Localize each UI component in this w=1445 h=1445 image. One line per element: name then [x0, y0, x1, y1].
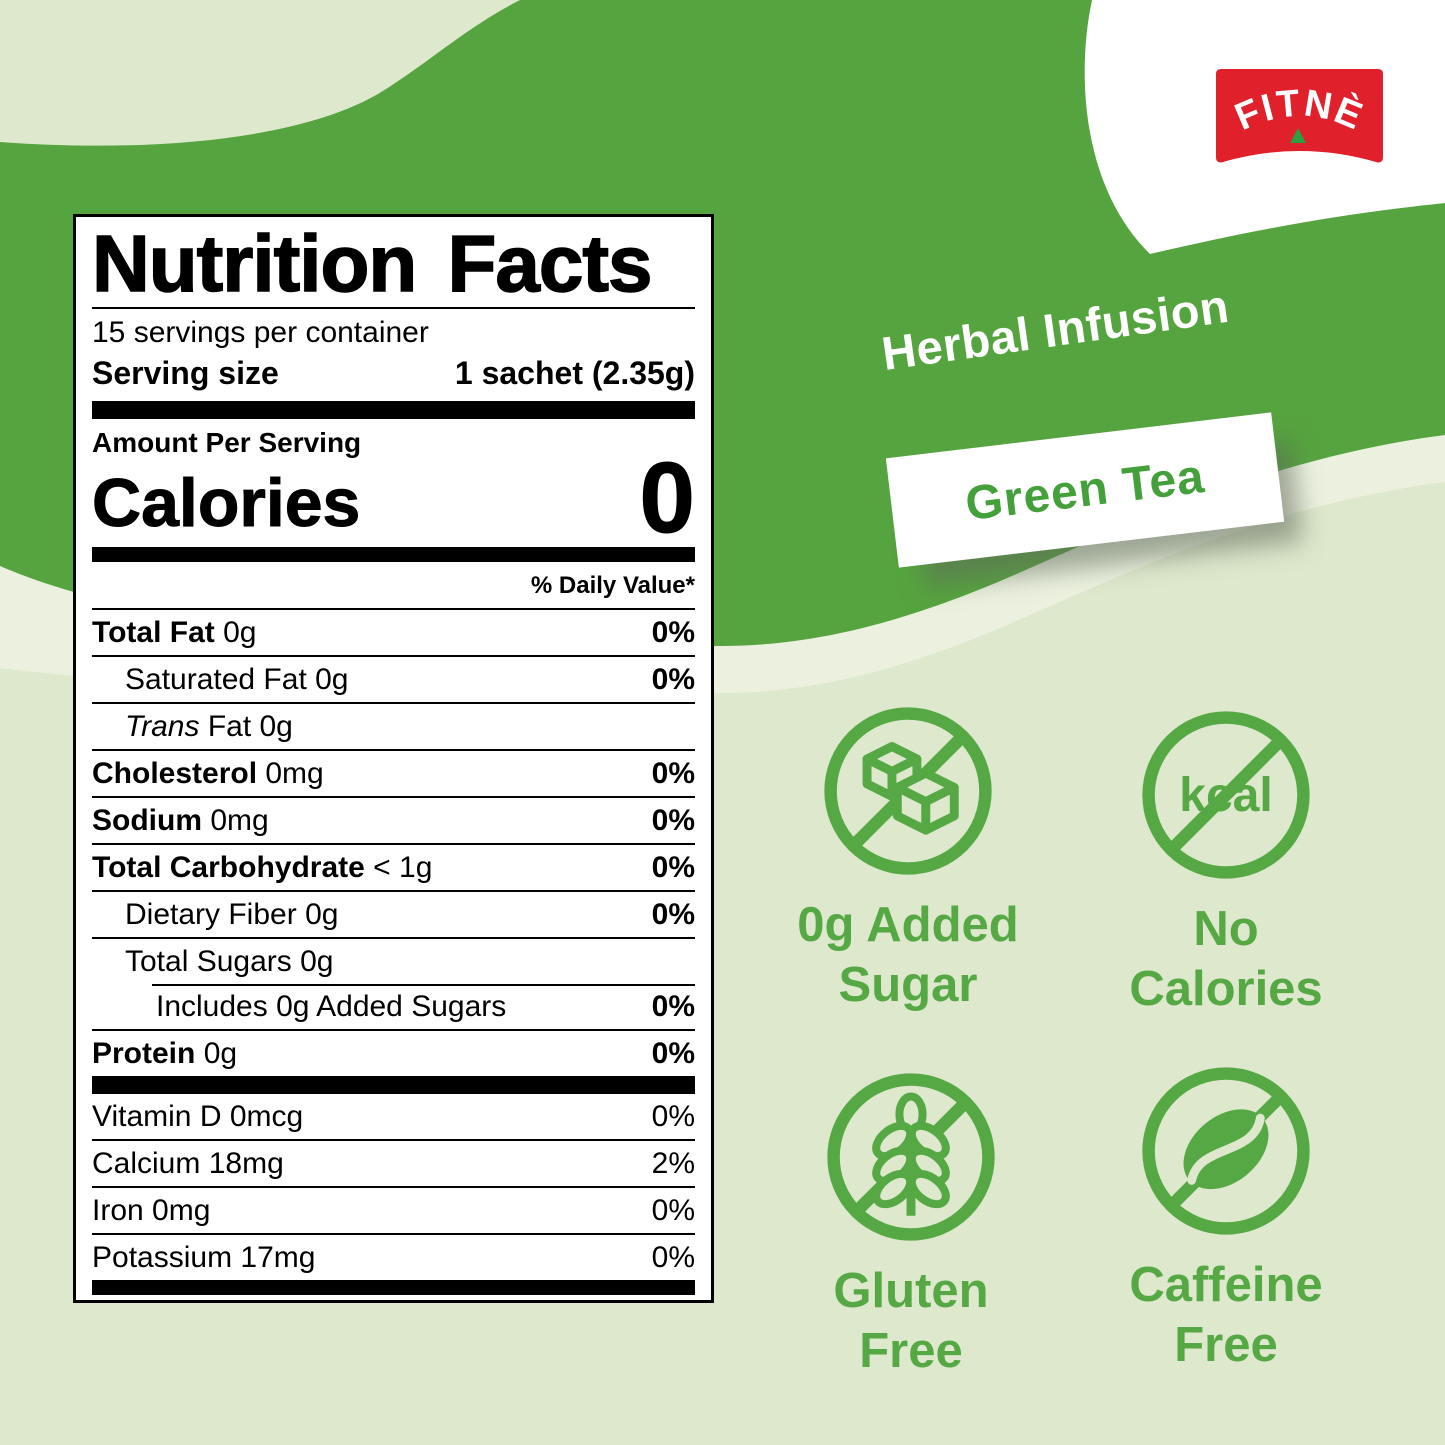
- coffee-bean-crossed-icon: [1142, 1067, 1310, 1235]
- calories-label: Calories: [91, 465, 361, 542]
- nutrient-row-total-fat: Total Fat 0g 0%: [92, 610, 695, 658]
- nutrient-amount: 0g: [203, 1037, 238, 1071]
- pale-corner-blob: [0, 0, 520, 146]
- nutrient-name: Saturated Fat: [125, 663, 307, 697]
- nutrient-dv: 0%: [651, 1037, 695, 1071]
- nutrient-dv: 0%: [651, 851, 695, 885]
- nutrient-amount: 0g: [305, 898, 339, 932]
- nutrient-amount: 18mg: [208, 1147, 284, 1181]
- nutrient-amount: 0mg: [152, 1194, 211, 1228]
- nutrient-dv: 0%: [651, 663, 695, 697]
- nutrient-name: Protein: [92, 1037, 196, 1071]
- nutrient-name: Potassium: [92, 1241, 233, 1275]
- nutrient-row-total-sugars: Total Sugars 0g: [92, 939, 695, 984]
- nutrient-amount: 0g: [223, 616, 257, 650]
- nutrient-dv: 0%: [651, 990, 695, 1024]
- logo-triangle-icon: [1290, 128, 1306, 143]
- daily-value-footnote: *The % Daily Value (DV) tells you how mu…: [92, 1295, 695, 1300]
- nutrient-amount: Fat 0g: [207, 710, 293, 744]
- micronutrient-row-potassium: Potassium 17mg 0%: [92, 1235, 695, 1280]
- badge-caffeine-free: Caffeine Free: [1066, 1062, 1386, 1376]
- nutrient-dv: 2%: [651, 1147, 695, 1181]
- badge-no-added-sugar: 0g Added Sugar: [748, 702, 1068, 1016]
- serving-size-value: 1 sachet (2.35g): [454, 355, 695, 392]
- servings-per-container: 15 servings per container: [92, 316, 429, 350]
- nutrient-name: Calcium: [92, 1147, 201, 1181]
- nutrient-name: Iron: [92, 1194, 144, 1228]
- nutrient-dv: 0%: [651, 1100, 695, 1134]
- nutrient-amount: 0mg: [265, 757, 324, 791]
- nutrient-amount: 17mg: [240, 1241, 316, 1275]
- nutrient-name: Includes 0g Added Sugars: [156, 990, 507, 1024]
- nutrient-row-protein: Protein 0g 0%: [92, 1031, 695, 1076]
- calories-row: Calories 0: [91, 442, 696, 555]
- nutrient-row-added-sugars: Includes 0g Added Sugars 0%: [92, 984, 695, 1032]
- nutrient-amount: < 1g: [373, 851, 433, 885]
- micronutrient-row-iron: Iron 0mg 0%: [92, 1188, 695, 1236]
- nutrient-amount: 0mcg: [229, 1100, 304, 1134]
- nutrient-dv: 0%: [651, 757, 695, 791]
- logo-ribbon: [1216, 69, 1383, 163]
- nutrient-row-total-carbohydrate: Total Carbohydrate < 1g 0%: [92, 845, 695, 893]
- thick-bar: [92, 1076, 695, 1095]
- nutrient-dv: 0%: [651, 1241, 695, 1275]
- micronutrient-row-vitamin-d: Vitamin D 0mcg 0%: [92, 1094, 695, 1142]
- calories-value: 0: [639, 442, 696, 555]
- product-name: Green Tea: [962, 449, 1208, 531]
- amount-per-serving: Amount Per Serving: [92, 427, 362, 459]
- medium-bar: [92, 1280, 695, 1296]
- badge-label: No Calories: [1129, 902, 1323, 1016]
- badge-gluten-free: Gluten Free: [751, 1068, 1071, 1382]
- badge-label: Caffeine Free: [1129, 1258, 1323, 1372]
- nutrient-name: Trans: [125, 710, 200, 744]
- nutrient-dv: 0%: [651, 898, 695, 932]
- badge-label: Gluten Free: [833, 1264, 989, 1378]
- nutrient-amount: 0g: [300, 945, 334, 979]
- nutrient-dv: 0%: [651, 616, 695, 650]
- nutrient-row-dietary-fiber: Dietary Fiber 0g 0%: [92, 892, 695, 940]
- nutrient-name: Total Carbohydrate: [92, 851, 365, 885]
- nutrient-row-cholesterol: Cholesterol 0mg 0%: [92, 751, 695, 799]
- serving-size-row: Serving size 1 sachet (2.35g): [92, 355, 695, 392]
- nutrient-row-saturated-fat: Saturated Fat 0g 0%: [92, 657, 695, 705]
- badge-no-calories: kcal No Calories: [1066, 706, 1386, 1020]
- label-title: Nutrition Facts: [91, 219, 653, 308]
- nutrient-row-sodium: Sodium 0mg 0%: [92, 798, 695, 846]
- nutrient-name: Total Sugars: [125, 945, 292, 979]
- nutrient-name: Total Fat: [92, 616, 215, 650]
- serving-size-label: Serving size: [92, 355, 279, 392]
- micronutrient-row-calcium: Calcium 18mg 2%: [92, 1141, 695, 1189]
- medium-bar: [92, 547, 695, 563]
- thick-bar: [92, 401, 695, 420]
- nutrient-name: Sodium: [92, 804, 202, 838]
- nutrient-dv: 0%: [651, 1194, 695, 1228]
- badge-label: 0g Added Sugar: [797, 898, 1019, 1012]
- nutrient-name: Dietary Fiber: [125, 898, 297, 932]
- nutrient-amount: 0g: [315, 663, 349, 697]
- nutrition-facts-label: Nutrition Facts 15 servings per containe…: [73, 214, 714, 1303]
- nutrient-row-trans-fat: Trans Fat 0g: [92, 704, 695, 752]
- daily-value-header: % Daily Value*: [92, 562, 695, 611]
- nutrient-name: Vitamin D: [92, 1100, 222, 1134]
- divider: [92, 307, 695, 310]
- fitne-logo: FITNÈ: [1216, 69, 1383, 163]
- sugar-cubes-crossed-icon: [824, 707, 992, 875]
- nutrient-amount: 0mg: [210, 804, 269, 838]
- kcal-crossed-icon: kcal: [1142, 711, 1310, 879]
- wheat-crossed-icon: [827, 1073, 995, 1241]
- nutrient-dv: 0%: [651, 804, 695, 838]
- nutrient-name: Cholesterol: [92, 757, 258, 791]
